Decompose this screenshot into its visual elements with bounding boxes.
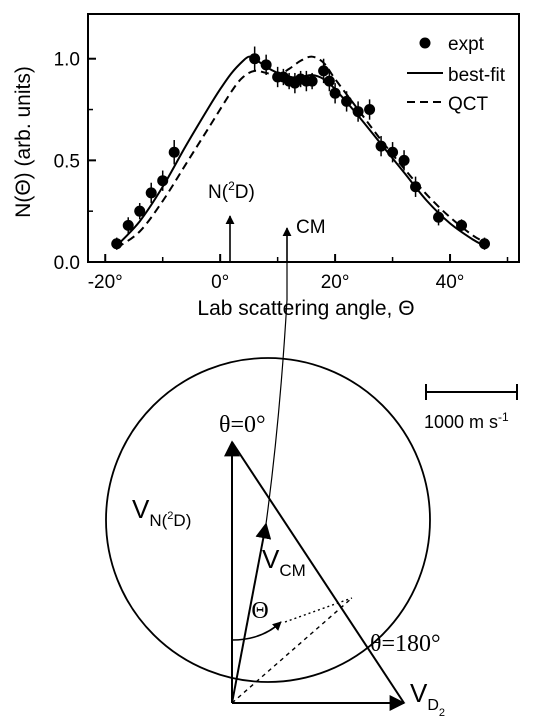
annotation-cm: CM xyxy=(282,217,326,262)
data-point xyxy=(410,181,422,193)
big-theta-label: Θ xyxy=(251,598,268,624)
data-point xyxy=(318,65,330,77)
x-tick-label: -20° xyxy=(88,272,123,293)
theta-180-label: θ=180° xyxy=(370,631,441,657)
newton-diagram: Θ θ=0° θ=180° VN(2D) VCM VD2 1000 m s-1 xyxy=(105,262,518,717)
x-tick-label: 40° xyxy=(436,272,465,293)
data-point xyxy=(329,87,341,99)
velocity-circle xyxy=(105,357,431,683)
vector-n2d-label: VN(2D) xyxy=(132,494,191,530)
legend-label-expt: expt xyxy=(448,34,485,55)
vector-relative-line xyxy=(231,441,405,704)
data-point xyxy=(111,238,123,250)
y-axis-label: N(Θ) (arb. units) xyxy=(12,66,35,218)
series-line-QCT xyxy=(116,55,485,249)
data-point xyxy=(145,187,157,199)
data-point xyxy=(433,211,445,223)
x-tick-label: 20° xyxy=(321,272,350,293)
vector-lab-dashed xyxy=(231,597,353,704)
data-point xyxy=(398,154,410,166)
vector-cm-label: VCM xyxy=(262,544,306,580)
scale-bar-label: 1000 m s-1 xyxy=(424,410,509,432)
angle-arc xyxy=(231,621,282,641)
data-point xyxy=(323,75,335,87)
data-point xyxy=(479,238,491,250)
data-point xyxy=(341,95,353,107)
legend-marker-expt xyxy=(419,37,431,49)
vector-d2-label: VD2 xyxy=(410,678,445,717)
y-axis-ticks: 0.0 0.5 1.0 xyxy=(54,50,96,274)
vector-cm-arrow xyxy=(231,522,272,704)
data-point xyxy=(134,205,146,217)
data-point xyxy=(306,75,318,87)
cm-connector-line xyxy=(265,262,288,525)
data-point xyxy=(375,140,387,152)
theta-zero-label: θ=0° xyxy=(219,412,266,438)
x-axis-label: Lab scattering angle, Θ xyxy=(197,297,414,320)
data-point xyxy=(168,146,180,158)
annotation-n2d: N(2D) xyxy=(208,179,255,262)
legend: expt best-fit QCT xyxy=(407,34,506,115)
y-tick-label: 0.0 xyxy=(54,253,80,274)
scattering-chart: 0.0 0.5 1.0 -20° 0° 20° 40° N(Θ) (arb. units)… xyxy=(12,13,520,320)
scale-bar: 1000 m s-1 xyxy=(424,384,518,432)
chart-points xyxy=(111,46,491,250)
vector-lab-dotted xyxy=(284,597,353,623)
annotation-cm-label: CM xyxy=(296,217,326,238)
data-point xyxy=(122,219,134,231)
legend-label-best-fit: best-fit xyxy=(448,65,506,86)
legend-label-qct: QCT xyxy=(448,94,489,115)
data-point xyxy=(364,104,376,116)
x-tick-label: 0° xyxy=(211,272,229,293)
data-point xyxy=(260,59,272,71)
annotation-n2d-label: N(2D) xyxy=(208,179,255,203)
y-tick-label: 0.5 xyxy=(54,151,80,172)
x-axis-ticks: -20° 0° 20° 40° xyxy=(88,254,509,293)
data-point xyxy=(249,53,261,65)
data-point xyxy=(157,175,169,187)
plot-frame xyxy=(87,13,520,263)
data-point xyxy=(456,219,468,231)
y-tick-label: 1.0 xyxy=(54,50,80,71)
data-point xyxy=(387,146,399,158)
data-point xyxy=(352,106,364,118)
